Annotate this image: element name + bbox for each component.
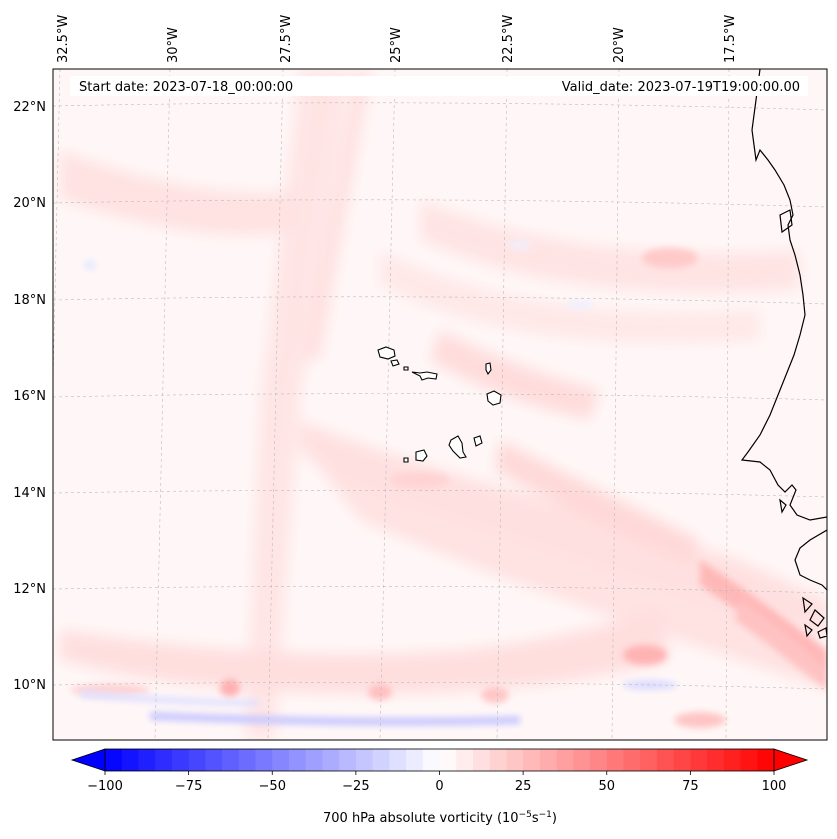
colorbar-cell [255, 749, 273, 771]
colorbar-cells [105, 749, 775, 771]
start-date-label: Start date: 2023-07-18_00:00:00 [79, 80, 293, 95]
colorbar-cell [155, 749, 173, 771]
colorbar-cell [205, 749, 223, 771]
colorbar-tick-label: 100 [762, 779, 787, 794]
latitude-labels: 22°N 20°N 18°N 16°N 14°N 12°N 10°N [13, 100, 46, 693]
lon-label: 17.5°W [723, 15, 738, 63]
lat-label: 12°N [13, 582, 46, 597]
colorbar-cell [539, 749, 558, 771]
lon-label: 32.5°W [56, 15, 71, 63]
colorbar-cell [606, 749, 625, 771]
colorbar-cell [372, 749, 390, 771]
colorbar-max-extension [773, 748, 809, 772]
colorbar-cell [355, 749, 374, 771]
colorbar-cell [472, 749, 491, 771]
vorticity-field [60, 70, 827, 740]
colorbar-cell [389, 749, 407, 771]
colorbar-cell [272, 749, 290, 771]
lat-label: 10°N [13, 678, 46, 693]
colorbar-cell [188, 749, 206, 771]
island-maio [473, 435, 483, 447]
colorbar-cell [506, 749, 524, 771]
colorbar-cell [707, 749, 725, 771]
colorbar-cell [439, 749, 457, 771]
colorbar-cell [690, 749, 708, 771]
lat-label: 22°N [13, 100, 46, 115]
lon-label: 25°W [389, 27, 404, 63]
lat-label: 18°N [13, 293, 46, 308]
colorbar-cell [406, 749, 424, 771]
cape-verde-islands [377, 346, 502, 463]
colorbar-cell [523, 749, 541, 771]
lat-label: 14°N [13, 486, 46, 501]
map-frame [52, 68, 828, 741]
colorbar-cell [623, 749, 641, 771]
colorbar-tick-label: −50 [259, 779, 286, 794]
colorbar-tick-label: 25 [515, 779, 532, 794]
map-panel: Start date: 2023-07-18_00:00:00 Valid_da… [52, 68, 828, 741]
colorbar-cell [456, 749, 474, 771]
island-sao-vicente [390, 359, 400, 367]
lon-label: 27.5°W [279, 15, 294, 63]
colorbar-cell [422, 749, 441, 771]
colorbar-cell [238, 749, 257, 771]
gridlines [53, 69, 827, 740]
colorbar-cell [305, 749, 324, 771]
island-brava [403, 457, 409, 463]
lat-label: 16°N [13, 389, 46, 404]
colorbar-cell [590, 749, 608, 771]
header-box [70, 76, 808, 96]
colorbar-cell [556, 749, 574, 771]
african-coastline [740, 69, 827, 521]
island-santiago [448, 435, 467, 459]
colorbar-min-extension [70, 748, 106, 772]
island-santo-antao [377, 346, 396, 360]
island-sao-nicolau [411, 371, 438, 381]
colorbar-cell [222, 749, 240, 771]
colorbar-label: 700 hPa absolute vorticity (10−5s−1) [323, 810, 557, 826]
colorbar-cell [656, 749, 675, 771]
island-sal [485, 362, 492, 376]
colorbar-cell [673, 749, 691, 771]
colorbar-tick-label: 0 [435, 779, 443, 794]
island-fogo [415, 449, 428, 462]
island-boa-vista [486, 390, 502, 406]
colorbar-tick-label: 50 [598, 779, 615, 794]
colorbar-cell [121, 749, 140, 771]
colorbar-tick-label: −75 [175, 779, 202, 794]
lon-label: 20°W [612, 27, 627, 63]
longitude-labels: 32.5°W 30°W 27.5°W 25°W 22.5°W 20°W 17.5… [56, 15, 738, 63]
colorbar-tick-label: −100 [87, 779, 123, 794]
valid-date-label: Valid_date: 2023-07-19T19:00:00.00 [562, 80, 800, 95]
colorbar-tick-label: −25 [342, 779, 369, 794]
lon-label: 22.5°W [501, 15, 516, 63]
colorbar-cell [105, 749, 123, 771]
colorbar-tick-label: 75 [682, 779, 699, 794]
colorbar-cell [322, 749, 340, 771]
lat-label: 20°N [13, 196, 46, 211]
lon-label: 30°W [166, 27, 181, 63]
colorbar-cell [339, 749, 357, 771]
coastlines [740, 69, 827, 639]
colorbar-cell [573, 749, 591, 771]
colorbar-cell [288, 749, 307, 771]
colorbar-cell [740, 749, 758, 771]
west-africa-coast-lower [794, 529, 827, 591]
colorbar-cell [138, 749, 156, 771]
colorbar-cell [640, 749, 658, 771]
colorbar-cell [757, 749, 775, 771]
colorbar-cell [723, 749, 742, 771]
colorbar-cell [489, 749, 508, 771]
colorbar: −100 −75 −50 −25 0 25 50 75 100 700 hPa absolute… [70, 748, 809, 826]
colorbar-cell [171, 749, 190, 771]
island-santa-luzia [403, 366, 409, 371]
colorbar-ticks: −100 −75 −50 −25 0 25 50 75 100 [87, 771, 786, 794]
